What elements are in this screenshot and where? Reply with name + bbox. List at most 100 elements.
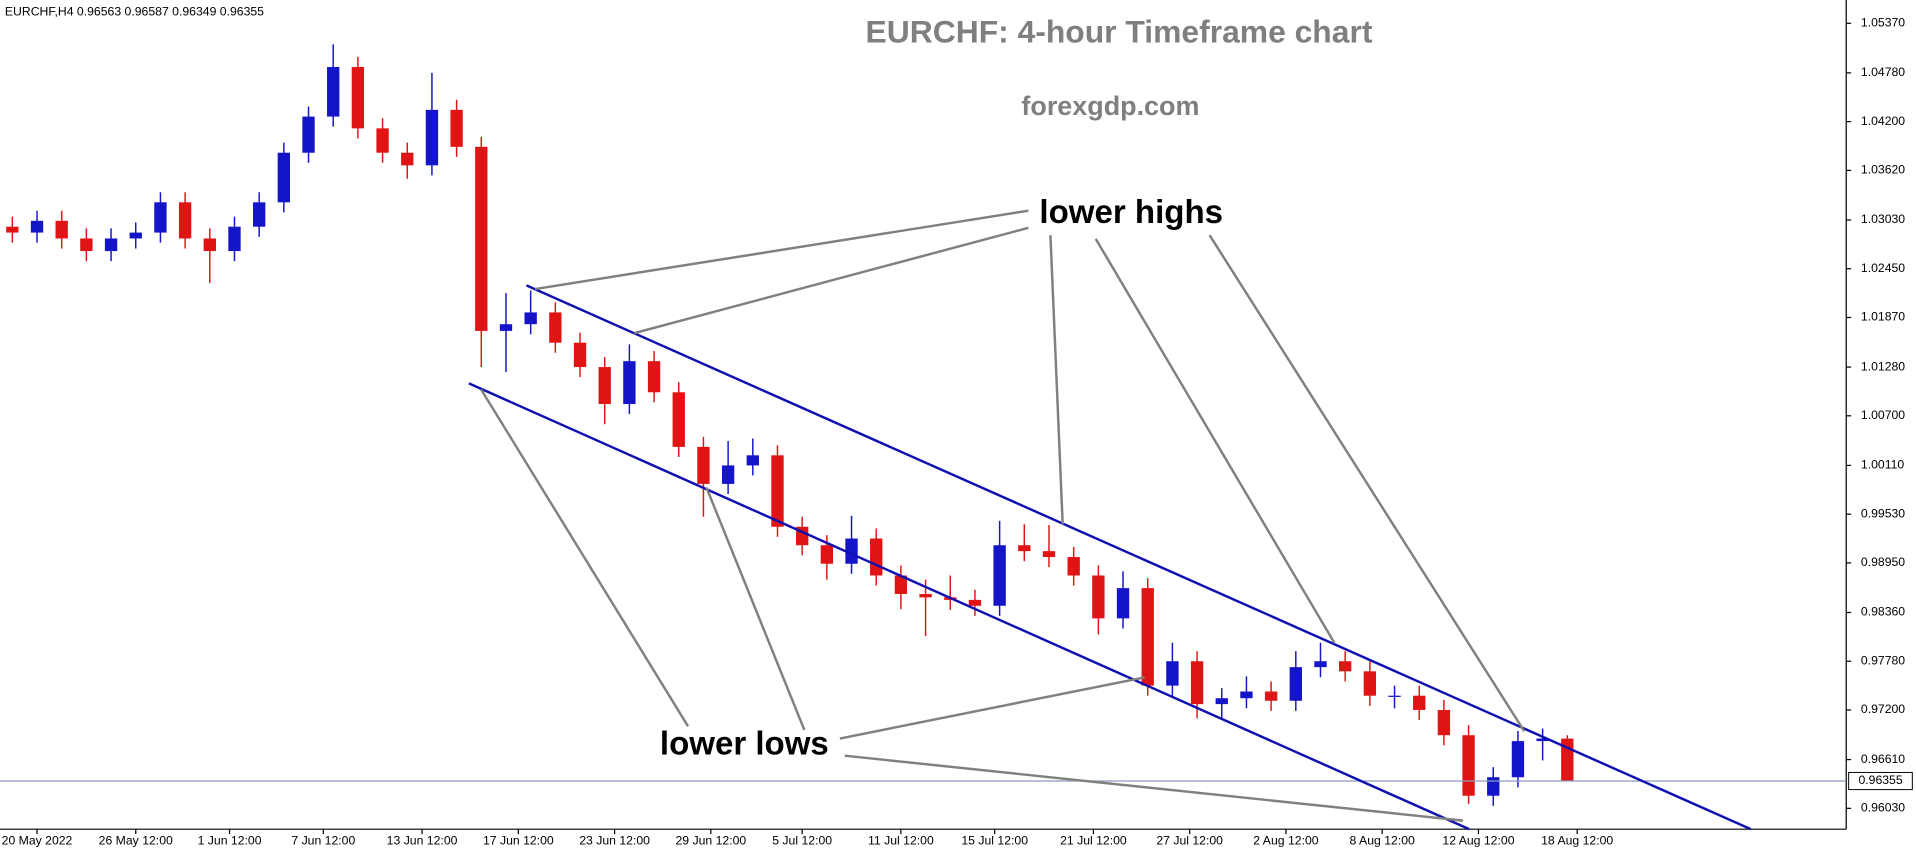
plot: 1.05370 1.04780 1.04200 1.03620 1.03030 1.024… bbox=[0, 16, 1913, 848]
y-tick-label: 1.00700 bbox=[1861, 408, 1905, 422]
y-tick-label: 0.97780 bbox=[1861, 653, 1905, 667]
candle-body bbox=[178, 202, 192, 239]
candle-body bbox=[55, 220, 68, 239]
candle-body bbox=[721, 465, 735, 484]
x-tick-label: 18 Aug 12:00 bbox=[1541, 834, 1613, 848]
candle-body bbox=[425, 109, 439, 166]
upper-channel-line bbox=[525, 284, 1752, 831]
y-tick-label: 1.01870 bbox=[1861, 310, 1905, 324]
candle-body bbox=[1289, 667, 1302, 701]
x-tick-label: 7 Jun 12:00 bbox=[291, 834, 355, 848]
annotation: lower highs bbox=[1039, 194, 1223, 231]
candle-body bbox=[697, 446, 710, 484]
candle-body bbox=[401, 152, 414, 166]
candle-body bbox=[1339, 661, 1352, 672]
symbol-header: EURCHF,H4 0.96563 0.96587 0.96349 0.9635… bbox=[5, 4, 264, 18]
candle-body bbox=[1215, 698, 1228, 705]
chart-subtitle: forexgdp.com bbox=[1021, 91, 1199, 121]
pointers bbox=[480, 209, 1526, 822]
x-tick-label: 17 Jun 12:00 bbox=[483, 834, 554, 848]
x-tick-label: 20 May 2022 bbox=[2, 834, 73, 848]
pointer-line bbox=[839, 676, 1145, 740]
y-tick-label: 0.98950 bbox=[1861, 555, 1905, 569]
candle-body bbox=[1042, 551, 1056, 558]
candle-body bbox=[672, 392, 685, 447]
y-tick-label: 1.04780 bbox=[1861, 65, 1905, 79]
candle-body bbox=[154, 202, 167, 233]
candle-body bbox=[1116, 588, 1130, 619]
candle-body bbox=[993, 545, 1006, 606]
candle-body bbox=[104, 238, 118, 252]
pointer-line bbox=[1208, 234, 1526, 732]
x-tick-label: 29 Jun 12:00 bbox=[675, 834, 746, 848]
x-tick-label: 11 Jul 12:00 bbox=[868, 834, 934, 848]
candle-body bbox=[647, 361, 661, 393]
candle-body bbox=[771, 455, 784, 527]
candle-body bbox=[968, 599, 982, 606]
candle-body bbox=[845, 538, 858, 564]
candle-body bbox=[1462, 735, 1475, 796]
y-tick-label: 0.96610 bbox=[1861, 752, 1905, 766]
pointer-line bbox=[534, 209, 1029, 291]
y-tick-label: 0.99530 bbox=[1861, 506, 1905, 520]
pointer-line bbox=[705, 487, 806, 731]
x-tick-label: 26 May 12:00 bbox=[99, 834, 173, 848]
pointer-line bbox=[480, 388, 690, 727]
candle-body bbox=[1092, 575, 1105, 619]
candle-body bbox=[6, 226, 19, 233]
candle-body bbox=[228, 226, 241, 252]
last-price-label: 0.96355 bbox=[1858, 773, 1902, 787]
candle-body bbox=[894, 575, 908, 594]
candle-body bbox=[475, 146, 488, 331]
x-tick-label: 15 Jul 12:00 bbox=[961, 834, 1028, 848]
candle-body bbox=[1018, 545, 1031, 552]
candle-body bbox=[450, 109, 463, 147]
chart-title: EURCHF: 4-hour Timeframe chart bbox=[866, 14, 1373, 50]
candle-body bbox=[252, 202, 266, 227]
x-tick-label: 5 Jul 12:00 bbox=[772, 834, 832, 848]
x-tick-label: 27 Jul 12:00 bbox=[1156, 834, 1223, 848]
x-tick-label: 8 Aug 12:00 bbox=[1350, 834, 1415, 848]
candle-body bbox=[1166, 661, 1179, 686]
candle-body bbox=[277, 152, 291, 203]
x-tick-label: 21 Jul 12:00 bbox=[1060, 834, 1127, 848]
y-tick-label: 0.96030 bbox=[1861, 801, 1905, 815]
x-tick-label: 13 Jun 12:00 bbox=[387, 834, 458, 848]
y-tick-label: 1.03620 bbox=[1861, 163, 1905, 177]
candle-body bbox=[623, 361, 636, 405]
candle-body bbox=[302, 116, 315, 153]
y-tick-label: 0.98360 bbox=[1861, 605, 1905, 619]
candle-body bbox=[549, 312, 562, 343]
candle-body bbox=[573, 342, 587, 368]
pointer-line bbox=[1049, 235, 1064, 525]
pointer-line bbox=[844, 754, 1464, 822]
y-tick-label: 1.00110 bbox=[1861, 458, 1905, 472]
pointer-line bbox=[1094, 238, 1336, 644]
candle-body bbox=[1067, 557, 1080, 576]
candle-body bbox=[1314, 661, 1327, 668]
y-tick-label: 1.02450 bbox=[1861, 261, 1905, 275]
candle-body bbox=[870, 538, 883, 576]
candle-body bbox=[1487, 777, 1500, 796]
candle-body bbox=[820, 545, 834, 564]
candle-body bbox=[1264, 691, 1278, 701]
candle-body bbox=[129, 232, 142, 239]
candle-body bbox=[1141, 588, 1154, 686]
candle-body bbox=[1437, 709, 1451, 736]
y-tick-label: 0.97200 bbox=[1861, 702, 1905, 716]
pointer-line bbox=[633, 226, 1029, 335]
x-tick-label: 12 Aug 12:00 bbox=[1442, 834, 1514, 848]
candle-body bbox=[524, 312, 537, 325]
candle-body bbox=[919, 593, 932, 598]
candle-body bbox=[746, 455, 759, 466]
candle-body bbox=[376, 128, 389, 153]
candle-body bbox=[327, 66, 340, 117]
candle-body bbox=[598, 367, 611, 405]
channel bbox=[468, 284, 1752, 831]
annotation: lower lows bbox=[660, 726, 829, 763]
x-tick-label: 2 Aug 12:00 bbox=[1253, 834, 1318, 848]
y-tick-label: 1.05370 bbox=[1861, 16, 1905, 30]
candle-body bbox=[80, 238, 93, 252]
candle-body bbox=[499, 324, 513, 331]
